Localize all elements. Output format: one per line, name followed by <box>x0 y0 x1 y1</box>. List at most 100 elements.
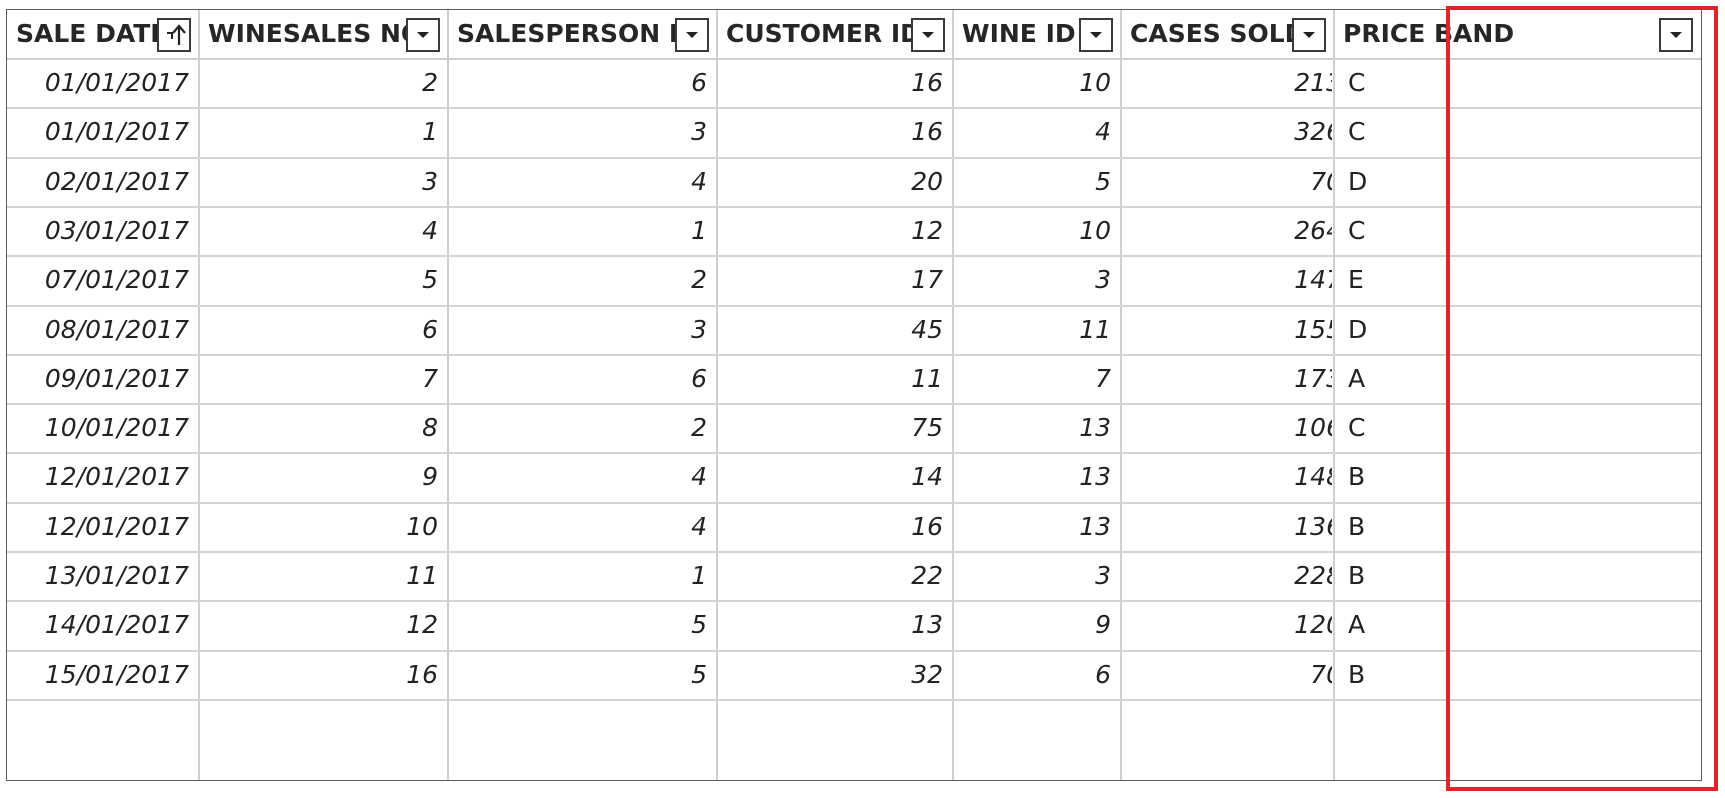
table-cell: 5 <box>691 660 707 689</box>
table-cell: 12/01/2017 <box>44 462 189 491</box>
table-cell: 11 <box>1079 315 1111 344</box>
cases-sold-value: 264 <box>1294 216 1332 245</box>
table-cell: 4 <box>1095 117 1111 146</box>
cases-sold-value: 155 <box>1294 315 1332 344</box>
table-cell: D <box>1348 315 1368 344</box>
table-cell: 14/01/2017 <box>44 610 189 639</box>
table-cell: 5 <box>1095 167 1111 196</box>
filter-dropdown-button[interactable] <box>406 18 440 52</box>
table-cell: 2 <box>422 68 438 97</box>
table-cell: 12/01/2017 <box>44 512 189 541</box>
table-cell: 70 <box>1121 650 1332 699</box>
column-header[interactable]: PRICE BAND <box>1334 10 1701 58</box>
column-header-label: WINE ID <box>962 19 1076 48</box>
row-divider <box>7 551 1701 553</box>
cases-sold-value: 148 <box>1294 462 1332 491</box>
column-header[interactable]: SALE DATE <box>7 10 199 58</box>
table-cell: E <box>1348 265 1364 294</box>
table-cell: 3 <box>422 167 438 196</box>
cases-sold-value: 120 <box>1294 610 1332 639</box>
table-cell: 326 <box>1121 107 1332 156</box>
table-cell: 10 <box>1079 68 1111 97</box>
row-divider <box>7 403 1701 405</box>
table-cell: 13 <box>911 610 943 639</box>
table-cell: B <box>1348 512 1366 541</box>
table-cell: 12 <box>911 216 943 245</box>
data-table: SALE DATE WINESALES NO SALESPERSON ID CUSTO… <box>6 9 1702 781</box>
column-header-label: PRICE BAND <box>1343 19 1515 48</box>
table-cell: 9 <box>422 462 438 491</box>
row-divider <box>7 305 1701 307</box>
table-cell: 10/01/2017 <box>44 413 189 442</box>
table-cell: 173 <box>1121 354 1332 403</box>
table-cell: 106 <box>1121 403 1332 452</box>
table-cell: A <box>1348 364 1366 393</box>
table-cell: 6 <box>691 68 707 97</box>
table-cell: 09/01/2017 <box>44 364 189 393</box>
table-cell: 22 <box>911 561 943 590</box>
cases-sold-value: 228 <box>1294 561 1332 590</box>
table-cell: A <box>1348 610 1366 639</box>
table-cell: B <box>1348 660 1366 689</box>
filter-dropdown-button[interactable] <box>1079 18 1113 52</box>
table-cell: 20 <box>911 167 943 196</box>
filter-dropdown-button[interactable] <box>1292 18 1326 52</box>
table-cell: 5 <box>422 265 438 294</box>
column-header[interactable]: WINE ID <box>953 10 1121 58</box>
column-header[interactable]: CASES SOLD <box>1121 10 1334 58</box>
table-cell: 02/01/2017 <box>44 167 189 196</box>
table-cell: 11 <box>911 364 943 393</box>
filter-dropdown-button[interactable] <box>1659 18 1693 52</box>
table-cell: 228 <box>1121 551 1332 600</box>
table-cell: 148 <box>1121 452 1332 501</box>
row-divider <box>7 650 1701 652</box>
row-divider <box>7 206 1701 208</box>
table-cell: 3 <box>1095 561 1111 590</box>
table-cell: 08/01/2017 <box>44 315 189 344</box>
table-cell: 17 <box>911 265 943 294</box>
table-cell: 2 <box>691 413 707 442</box>
column-header[interactable]: CUSTOMER ID <box>717 10 953 58</box>
table-cell: 6 <box>1095 660 1111 689</box>
column-divider <box>952 10 954 780</box>
filter-dropdown-button[interactable] <box>675 18 709 52</box>
row-divider <box>7 255 1701 257</box>
row-divider <box>7 107 1701 109</box>
row-divider <box>7 452 1701 454</box>
table-cell: 6 <box>691 364 707 393</box>
table-cell: C <box>1348 216 1366 245</box>
table-cell: 14 <box>911 462 943 491</box>
cases-sold-value: 70 <box>1310 660 1332 689</box>
table-cell: 3 <box>691 315 707 344</box>
cases-sold-value: 106 <box>1294 413 1332 442</box>
cases-sold-value: 213 <box>1294 68 1332 97</box>
column-header[interactable]: WINESALES NO <box>199 10 448 58</box>
sort-button[interactable] <box>157 18 191 52</box>
table-cell: 4 <box>422 216 438 245</box>
cases-sold-value: 326 <box>1294 117 1332 146</box>
column-divider <box>1120 10 1122 780</box>
row-divider <box>7 600 1701 602</box>
table-cell: 32 <box>911 660 943 689</box>
column-divider <box>198 10 200 780</box>
table-cell: D <box>1348 167 1368 196</box>
column-divider <box>1333 10 1335 780</box>
column-header[interactable]: SALESPERSON ID <box>448 10 717 58</box>
cases-sold-value: 173 <box>1294 364 1332 393</box>
row-divider <box>7 157 1701 159</box>
table-cell: 13 <box>1079 512 1111 541</box>
table-cell: 13/01/2017 <box>44 561 189 590</box>
filter-dropdown-button[interactable] <box>911 18 945 52</box>
table-cell: 1 <box>691 561 707 590</box>
table-cell: 01/01/2017 <box>44 68 189 97</box>
table-cell: 1 <box>691 216 707 245</box>
table-cell: 147 <box>1121 255 1332 304</box>
column-header-label: WINESALES NO <box>208 19 423 48</box>
column-header-label: SALE DATE <box>16 19 168 48</box>
table-cell: 16 <box>406 660 438 689</box>
table-cell: 03/01/2017 <box>44 216 189 245</box>
column-header-label: CUSTOMER ID <box>726 19 921 48</box>
cases-sold-value: 136 <box>1294 512 1332 541</box>
table-cell: 264 <box>1121 206 1332 255</box>
